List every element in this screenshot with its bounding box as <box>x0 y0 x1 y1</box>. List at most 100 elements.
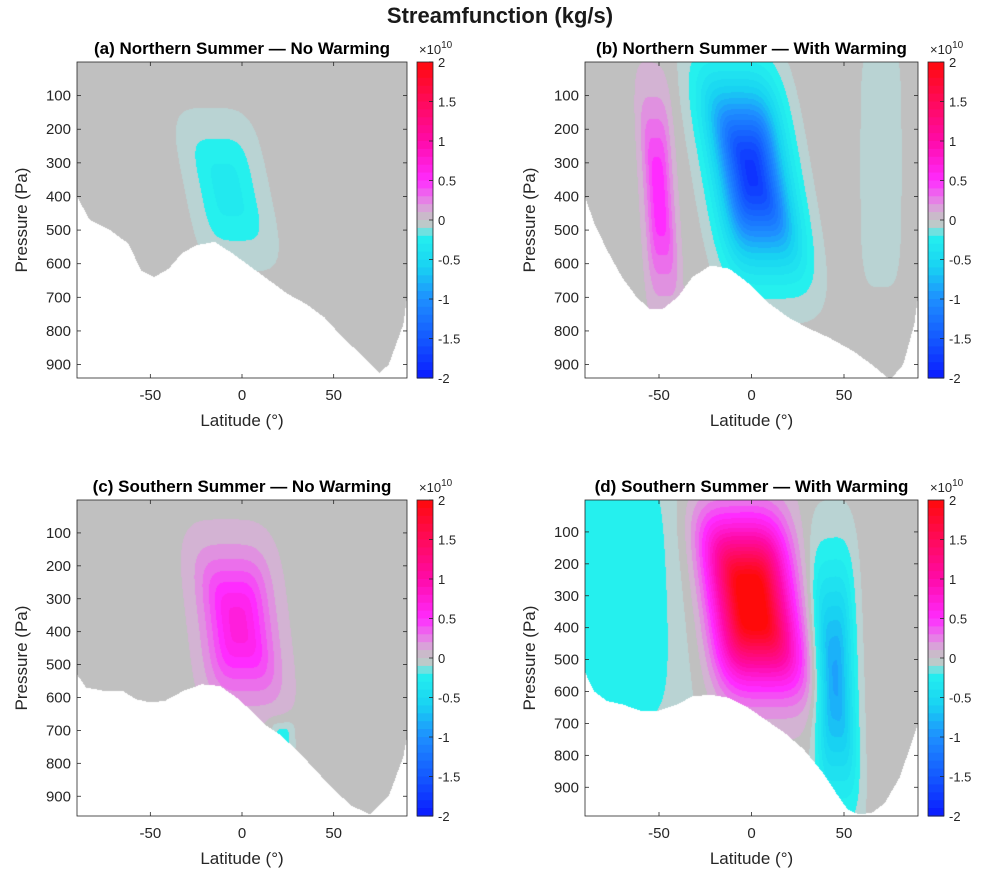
colorbar-segment <box>928 539 944 548</box>
x-tick-label: -50 <box>648 825 670 842</box>
colorbar-exponent: ×1010 <box>419 478 453 495</box>
colorbar-tick-label: -1.5 <box>438 770 460 785</box>
colorbar-segment <box>417 322 433 332</box>
colorbar-tick-label: 1 <box>438 572 445 587</box>
colorbar-segment <box>417 776 433 785</box>
colorbar-segment <box>928 626 944 635</box>
x-axis-label: Latitude (°) <box>710 849 793 868</box>
colorbar-tick-label: 1.5 <box>949 533 967 548</box>
y-tick-label: 400 <box>46 188 71 205</box>
y-tick-label: 800 <box>46 323 71 340</box>
colorbar-tick-label: 1.5 <box>438 533 456 548</box>
colorbar-segment <box>928 602 944 612</box>
colorbar-segment <box>417 579 433 588</box>
colorbar-segment <box>417 744 433 754</box>
colorbar-segment <box>417 180 433 189</box>
colorbar-segment <box>928 322 944 332</box>
colorbar-segment <box>928 180 944 189</box>
colorbar-segment <box>417 626 433 635</box>
colorbar-segment <box>417 602 433 612</box>
colorbar-segment <box>417 85 433 95</box>
colorbar-segment <box>928 705 944 714</box>
colorbar-segment <box>417 555 433 564</box>
colorbar-segment <box>928 586 944 596</box>
colorbar-segment <box>928 594 944 604</box>
colorbar-segment <box>417 117 433 126</box>
colorbar-segment <box>417 125 433 134</box>
colorbar-segment <box>417 299 433 308</box>
colorbar-tick-label: -0.5 <box>949 691 971 706</box>
colorbar-segment <box>417 212 433 221</box>
colorbar-segment <box>417 721 433 730</box>
colorbar-tick-label: 0.5 <box>438 612 456 627</box>
y-tick-label: 400 <box>554 620 579 637</box>
colorbar-segment <box>928 500 944 509</box>
colorbar-segment <box>417 673 433 683</box>
colorbar-segment <box>417 370 433 379</box>
colorbar-segment <box>928 370 944 379</box>
colorbar-segment <box>928 251 944 261</box>
colorbar-segment <box>928 346 944 355</box>
y-tick-label: 700 <box>554 289 579 306</box>
colorbar-segment <box>417 642 433 651</box>
y-tick-label: 100 <box>46 88 71 105</box>
colorbar-segment <box>928 220 944 229</box>
colorbar-tick-label: -0.5 <box>949 253 971 268</box>
colorbar-segment <box>417 62 433 71</box>
colorbar-tick-label: -2 <box>438 371 450 386</box>
colorbar-segment <box>928 133 944 142</box>
colorbar-segment <box>928 362 944 371</box>
colorbar-exponent-power: 10 <box>441 478 453 489</box>
colorbar-segment <box>417 93 433 103</box>
colorbar-segment <box>928 299 944 308</box>
x-tick-label: -50 <box>139 387 161 404</box>
x-axis-label: Latitude (°) <box>710 411 793 430</box>
panel-d: (d) Southern Summer — With Warming100200… <box>520 477 971 868</box>
x-tick-label: 50 <box>836 387 853 404</box>
colorbar-segment <box>417 275 433 284</box>
colorbar-tick-label: 2 <box>949 55 956 70</box>
colorbar: 2 1.5 1 0.5 0 -0.5 -1 -1.5 -2 ×1010 <box>416 478 460 824</box>
colorbar-segment <box>928 354 944 363</box>
colorbar-segment <box>928 85 944 95</box>
colorbar-segment <box>417 618 433 627</box>
y-tick-label: 600 <box>46 690 71 707</box>
colorbar-segment <box>928 618 944 627</box>
colorbar-segment <box>417 362 433 371</box>
colorbar-segment <box>417 523 433 533</box>
colorbar-segment <box>417 259 433 268</box>
colorbar-exponent-power: 10 <box>952 478 964 489</box>
colorbar-segment <box>928 188 944 197</box>
y-tick-label: 700 <box>46 289 71 306</box>
colorbar-segment <box>928 141 944 150</box>
colorbar-segment <box>928 784 944 793</box>
colorbar-segment <box>417 133 433 142</box>
colorbar-segment <box>417 227 433 237</box>
x-tick-label: 50 <box>325 825 342 842</box>
colorbar-segment <box>928 665 944 675</box>
colorbar-segment <box>928 760 944 770</box>
y-tick-label: 700 <box>46 722 71 739</box>
colorbar-segment <box>417 760 433 770</box>
colorbar-segment <box>417 752 433 762</box>
y-tick-label: 100 <box>554 88 579 105</box>
colorbar-segment <box>928 259 944 268</box>
colorbar-segment <box>928 634 944 643</box>
colorbar-segment <box>928 681 944 691</box>
colorbar-segment <box>417 571 433 580</box>
colorbar-tick-label: 2 <box>438 55 445 70</box>
colorbar-segment <box>928 800 944 809</box>
colorbar-tick-label: -1 <box>438 730 450 745</box>
colorbar-segment <box>417 306 433 316</box>
colorbar-segment <box>417 594 433 604</box>
x-tick-label: 0 <box>747 387 755 404</box>
colorbar-segment <box>928 523 944 533</box>
colorbar-segment <box>417 251 433 261</box>
colorbar-segment <box>928 109 944 118</box>
colorbar-segment <box>417 768 433 778</box>
colorbar-segment <box>928 792 944 801</box>
colorbar-tick-label: 1 <box>949 572 956 587</box>
colorbar-segment <box>928 658 944 667</box>
colorbar-tick-label: -1.5 <box>949 770 971 785</box>
heatmap-field-d <box>585 500 918 816</box>
